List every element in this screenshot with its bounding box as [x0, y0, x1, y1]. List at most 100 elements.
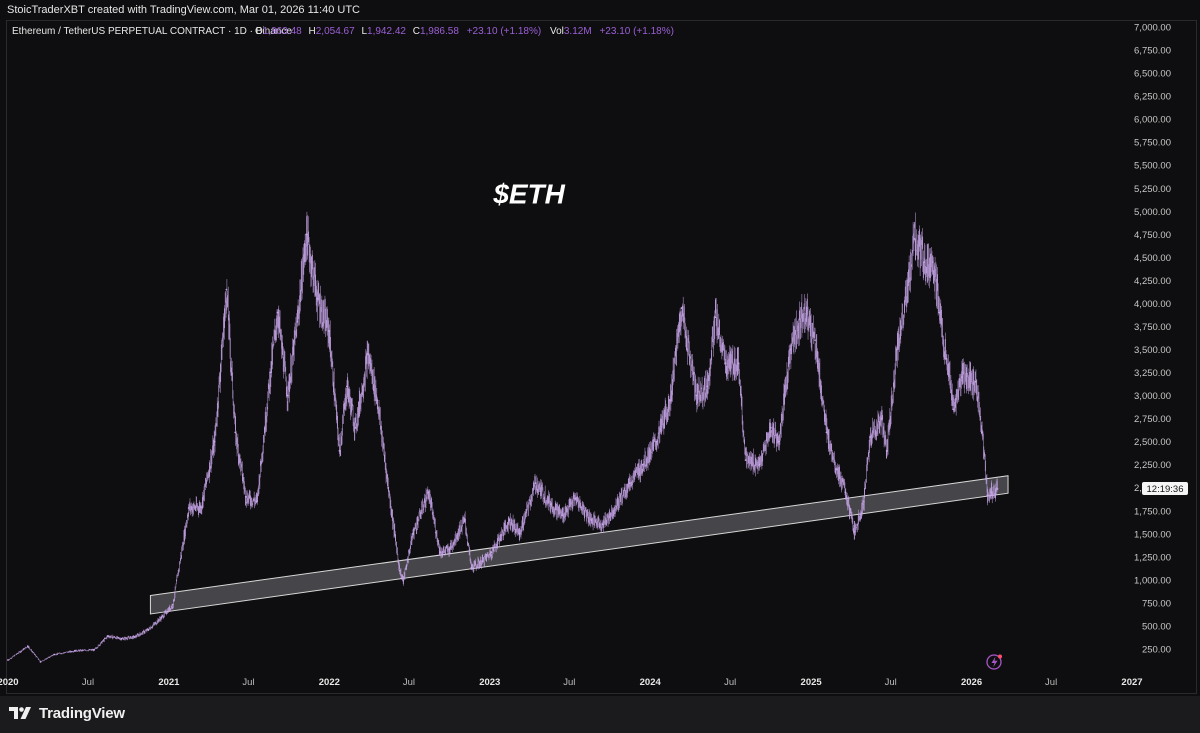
- data-point: [346, 385, 348, 388]
- data-point: [789, 348, 792, 351]
- data-point: [769, 426, 772, 429]
- y-tick-label: 1,500.00: [1134, 529, 1171, 540]
- ticker-annotation[interactable]: $ETH: [492, 178, 565, 209]
- y-tick-label: 3,500.00: [1134, 345, 1171, 356]
- price-axis[interactable]: 250.00 500.00 750.00 1,000.00 1,250.00 1,500.…: [1134, 23, 1171, 656]
- data-point: [402, 579, 405, 582]
- data-point: [327, 330, 330, 332]
- data-point: [737, 362, 740, 365]
- data-point: [255, 500, 258, 503]
- low-value: 1,942.42: [367, 26, 406, 37]
- data-point: [269, 371, 272, 374]
- y-tick-label: 5,500.00: [1134, 161, 1171, 172]
- y-tick-label: 3,250.00: [1134, 368, 1171, 379]
- data-point: [276, 311, 279, 314]
- data-point: [187, 507, 190, 509]
- data-point: [974, 380, 977, 383]
- y-tick-label: 1,750.00: [1134, 506, 1171, 517]
- data-point: [481, 560, 484, 563]
- price-tag-box: [1142, 481, 1188, 495]
- y-tick-label: 750.00: [1142, 598, 1171, 609]
- data-point: [549, 503, 552, 506]
- change-value: +23.10 (+1.18%): [467, 26, 542, 37]
- data-point: [778, 440, 780, 443]
- data-point: [26, 645, 29, 648]
- data-point: [590, 519, 593, 521]
- data-point: [93, 648, 96, 651]
- data-point: [508, 519, 511, 521]
- data-point: [758, 463, 761, 466]
- y-tick-label: 4,750.00: [1134, 230, 1171, 241]
- data-point: [411, 532, 414, 535]
- tradingview-logo[interactable]: TradingView: [9, 700, 125, 726]
- y-tick-label: 6,750.00: [1134, 46, 1171, 57]
- data-point: [171, 603, 174, 606]
- data-point: [147, 628, 150, 631]
- data-point: [448, 548, 451, 551]
- data-point: [814, 339, 816, 342]
- x-tick-label: Jul: [724, 677, 736, 688]
- y-tick-label: 2,250.00: [1134, 460, 1171, 471]
- y-tick-label: 1,250.00: [1134, 552, 1171, 563]
- price-tag: 12:19:36: [1142, 481, 1188, 495]
- data-point: [895, 348, 898, 351]
- data-point: [669, 399, 671, 402]
- support-channel: [149, 475, 1009, 615]
- data-point: [880, 417, 883, 420]
- data-point: [628, 482, 631, 485]
- eth-price-chart[interactable]: 250.00 500.00 750.00 1,000.00 1,250.00 1,500.…: [0, 0, 1200, 696]
- vol-value: 3.12M: [564, 26, 592, 37]
- x-tick-label: 2027: [1121, 677, 1142, 688]
- y-tick-label: 4,250.00: [1134, 276, 1171, 287]
- data-point: [490, 551, 493, 554]
- y-tick-label: 2,500.00: [1134, 437, 1171, 448]
- data-point: [803, 307, 805, 309]
- data-point: [7, 659, 9, 661]
- data-point: [923, 261, 925, 263]
- data-point: [296, 320, 299, 323]
- data-point: [986, 494, 989, 496]
- open-label: O: [255, 26, 263, 37]
- data-point: [885, 449, 888, 452]
- data-point: [981, 431, 984, 434]
- data-point: [695, 394, 698, 397]
- x-tick-label: Jul: [82, 677, 94, 688]
- y-tick-label: 5,250.00: [1134, 184, 1171, 195]
- data-point: [996, 488, 999, 490]
- y-tick-label: 6,000.00: [1134, 115, 1171, 126]
- data-point: [376, 399, 379, 402]
- y-tick-label: 500.00: [1142, 621, 1171, 632]
- y-tick-label: 2,750.00: [1134, 414, 1171, 425]
- data-point: [518, 532, 521, 535]
- data-point: [862, 500, 865, 503]
- x-tick-label: 2021: [158, 677, 180, 688]
- data-point: [714, 316, 717, 319]
- support-band[interactable]: [149, 475, 1009, 615]
- data-point: [286, 394, 289, 397]
- time-axis[interactable]: 2020 Jul 2021 Jul 2022 Jul 2023 Jul 2024 Jul 2025 J…: [0, 677, 1143, 688]
- high-label: H: [309, 26, 316, 37]
- data-point: [534, 482, 537, 485]
- symbol-title: Ethereum / TetherUS PERPETUAL CONTRACT ·…: [12, 26, 292, 37]
- x-tick-label: 2025: [801, 677, 823, 688]
- data-point: [106, 635, 109, 637]
- x-tick-label: 2020: [0, 677, 19, 688]
- x-tick-label: 2023: [479, 677, 500, 688]
- high-value: 2,054.67: [316, 26, 355, 37]
- close-label: C: [413, 26, 420, 37]
- alert-bolt-icon[interactable]: [986, 654, 1002, 670]
- data-point: [338, 449, 341, 452]
- data-point: [470, 566, 473, 569]
- data-point: [960, 376, 963, 379]
- top-credit-bar: StoicTraderXBT created with TradingView.…: [0, 0, 1200, 20]
- data-point: [225, 288, 228, 291]
- data-point: [120, 637, 123, 640]
- data-point: [744, 459, 747, 461]
- data-point: [387, 486, 390, 489]
- chart-frame[interactable]: [6, 20, 1197, 694]
- vol-label: Vol: [550, 26, 564, 37]
- data-point: [213, 440, 216, 443]
- x-tick-label: Jul: [563, 677, 575, 688]
- y-tick-label: 250.00: [1142, 644, 1171, 655]
- tradingview-logo-icon: [9, 705, 33, 721]
